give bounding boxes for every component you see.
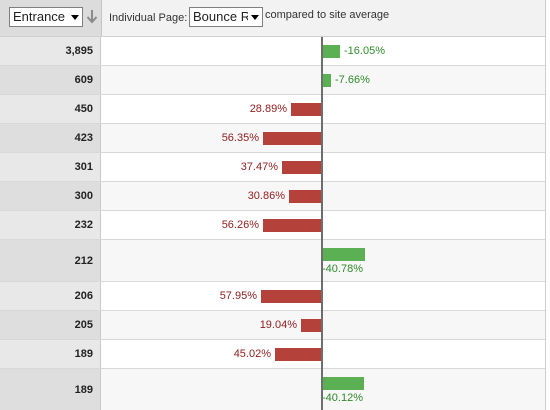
comparison-chart-cell: 56.35% — [101, 124, 545, 152]
individual-page-label: Individual Page: — [109, 12, 188, 24]
comparison-chart-cell: 56.26% — [101, 211, 545, 239]
worse-than-average-bar — [263, 132, 321, 145]
comparison-percent: -16.05% — [344, 45, 385, 57]
entrances-cell: 189 — [0, 369, 101, 410]
comparison-percent: -40.12% — [322, 392, 363, 404]
entrances-value: 189 — [74, 348, 93, 360]
table-header: Entrance Individual Page: Bounce R compa… — [0, 0, 545, 37]
site-average-axis — [321, 37, 323, 410]
entrances-value: 205 — [74, 319, 93, 331]
comparison-percent: 37.47% — [240, 161, 278, 173]
comparison-chart-cell: -7.66% — [101, 66, 545, 94]
entrances-value: 3,895 — [65, 45, 93, 57]
comparison-chart-cell: 28.89% — [101, 95, 545, 123]
table-row[interactable]: 206 57.95% — [0, 282, 545, 311]
entrances-cell: 423 — [0, 124, 101, 152]
entrances-cell: 232 — [0, 211, 101, 239]
table-row[interactable]: 189 -40.12% — [0, 369, 545, 410]
comparison-percent: 57.95% — [219, 290, 257, 302]
comparison-chart-cell: 19.04% — [101, 311, 545, 339]
entrances-value: 232 — [74, 219, 93, 231]
table-row[interactable]: 189 45.02% — [0, 340, 545, 369]
comparison-chart-cell: -40.12% — [101, 369, 545, 410]
metric-select-value: Entrance — [13, 9, 66, 24]
comparison-percent: -40.78% — [322, 263, 363, 275]
entrances-cell: 300 — [0, 182, 101, 210]
entrances-value: 450 — [74, 103, 93, 115]
worse-than-average-bar — [289, 190, 321, 203]
worse-than-average-bar — [261, 290, 321, 303]
worse-than-average-bar — [282, 161, 321, 174]
compared-to-site-average-text: compared to site average — [265, 9, 390, 21]
table-row[interactable]: 301 37.47% — [0, 153, 545, 182]
chevron-down-icon[interactable] — [68, 8, 82, 26]
comparison-percent: 19.04% — [259, 319, 297, 331]
worse-than-average-bar — [301, 319, 321, 332]
table-row[interactable]: 205 19.04% — [0, 311, 545, 340]
comparison-chart-cell: 37.47% — [101, 153, 545, 181]
table-body: 3,895 -16.05% 609 -7.66% 450 28.89% 423 56.35% 3… — [0, 37, 545, 410]
table-row[interactable]: 423 56.35% — [0, 124, 545, 153]
comparison-chart-cell: 30.86% — [101, 182, 545, 210]
entrances-value: 423 — [74, 132, 93, 144]
chevron-down-icon[interactable] — [248, 8, 262, 26]
table-row[interactable]: 232 56.26% — [0, 211, 545, 240]
metric-select[interactable]: Entrance — [9, 7, 83, 27]
comparison-percent: 56.35% — [221, 132, 259, 144]
entrances-cell: 212 — [0, 240, 101, 281]
table-row[interactable]: 300 30.86% — [0, 182, 545, 211]
worse-than-average-bar — [275, 348, 321, 361]
entrances-cell: 450 — [0, 95, 101, 123]
entrances-value: 301 — [74, 161, 93, 173]
better-than-average-bar — [323, 45, 340, 58]
comparison-chart-cell: -40.78% — [101, 240, 545, 281]
table-row[interactable]: 212 -40.78% — [0, 240, 545, 282]
entrances-value: 189 — [74, 383, 93, 396]
entrances-value: 206 — [74, 290, 93, 302]
table-row[interactable]: 3,895 -16.05% — [0, 37, 545, 66]
table-row[interactable]: 609 -7.66% — [0, 66, 545, 95]
comparison-percent: 56.26% — [221, 219, 259, 231]
compare-metric-select[interactable]: Bounce R — [189, 7, 263, 27]
worse-than-average-bar — [263, 219, 321, 232]
comparison-percent: 30.86% — [247, 190, 285, 202]
entrances-value: 609 — [74, 74, 93, 86]
entrances-cell: 206 — [0, 282, 101, 310]
metric-column-header: Entrance — [0, 0, 102, 36]
table-row[interactable]: 450 28.89% — [0, 95, 545, 124]
comparison-percent: 28.89% — [249, 103, 287, 115]
better-than-average-bar — [323, 74, 331, 87]
entrances-cell: 609 — [0, 66, 101, 94]
comparison-chart-cell: 45.02% — [101, 340, 545, 368]
entrances-cell: 189 — [0, 340, 101, 368]
comparison-chart-cell: 57.95% — [101, 282, 545, 310]
compare-select-value: Bounce R — [193, 9, 251, 24]
comparison-percent: 45.02% — [233, 348, 271, 360]
comparison-percent: -7.66% — [335, 74, 370, 86]
entrances-cell: 205 — [0, 311, 101, 339]
better-than-average-bar — [323, 377, 364, 390]
better-than-average-bar — [323, 248, 365, 261]
sort-descending-icon[interactable] — [86, 8, 98, 24]
comparison-chart-cell: -16.05% — [101, 37, 545, 65]
entrances-cell: 3,895 — [0, 37, 101, 65]
worse-than-average-bar — [291, 103, 321, 116]
entrances-value: 300 — [74, 190, 93, 202]
entrances-value: 212 — [74, 254, 93, 267]
entrances-cell: 301 — [0, 153, 101, 181]
